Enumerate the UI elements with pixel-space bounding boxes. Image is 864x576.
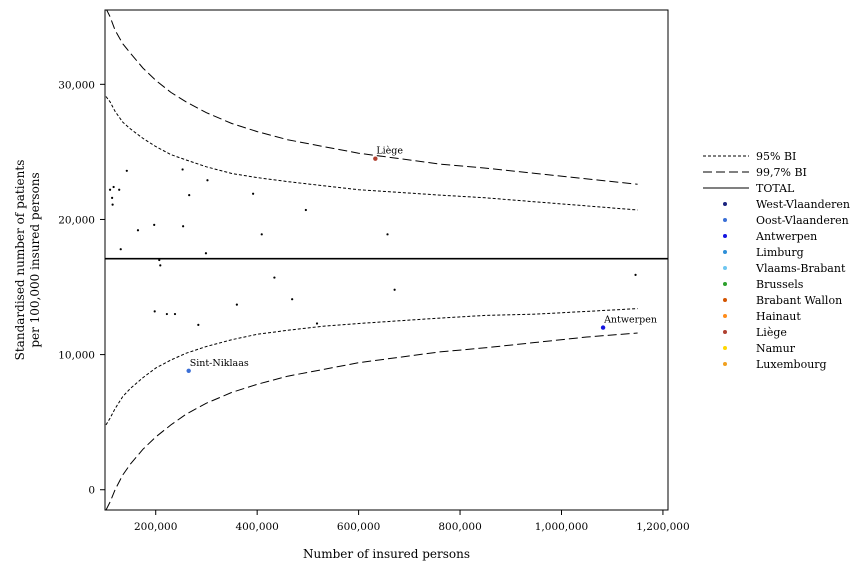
legend-marker-swatch xyxy=(723,330,727,334)
legend-marker-swatch xyxy=(723,346,727,350)
data-point xyxy=(204,252,208,255)
data-point xyxy=(136,229,140,232)
legend-marker-swatch xyxy=(723,282,727,286)
data-point xyxy=(315,322,319,325)
data-point xyxy=(393,288,396,291)
highlighted-point xyxy=(186,368,191,374)
legend-marker-swatch xyxy=(723,234,727,238)
data-point xyxy=(165,312,168,316)
data-point xyxy=(206,179,209,182)
data-point xyxy=(235,303,238,306)
legend-marker-swatch xyxy=(723,202,727,206)
point-label: Antwerpen xyxy=(603,315,657,326)
legend-marker-label: Liège xyxy=(756,326,787,339)
point-label: Liège xyxy=(376,146,403,157)
data-point xyxy=(125,169,128,172)
plot-frame xyxy=(104,9,669,511)
x-tick-label: 1,000,000 xyxy=(535,521,588,533)
legend-line-label: 95% BI xyxy=(756,150,796,163)
legend-marker-swatch xyxy=(723,362,727,366)
data-point xyxy=(273,276,276,279)
upper-997-limit-line xyxy=(106,10,638,185)
x-tick-label: 600,000 xyxy=(337,521,380,533)
data-point xyxy=(153,310,156,313)
data-point xyxy=(108,188,112,191)
legend-marker-swatch xyxy=(723,314,727,318)
legend-marker-label: Oost-Vlaanderen xyxy=(756,214,849,227)
lower-95-limit-line xyxy=(105,308,638,426)
legend-marker-swatch xyxy=(723,298,727,302)
data-point xyxy=(111,203,114,206)
legend-line-label: TOTAL xyxy=(756,182,795,195)
x-tick-label: 400,000 xyxy=(235,521,278,533)
y-axis-title-line: Standardised number of patients xyxy=(13,160,27,361)
x-tick-label: 800,000 xyxy=(438,521,481,533)
data-point xyxy=(634,273,637,276)
legend-line-label: 99,7% BI xyxy=(756,166,807,179)
legend-marker-label: Luxembourg xyxy=(756,358,827,371)
y-tick-label: 0 xyxy=(88,485,95,497)
legend-marker-label: Namur xyxy=(756,342,796,355)
data-point xyxy=(158,258,161,262)
data-point xyxy=(112,185,115,189)
data-point xyxy=(181,168,184,171)
legend-marker-label: Hainaut xyxy=(756,310,801,323)
point-label: Sint-Niklaas xyxy=(190,358,249,369)
lower-997-limit-line xyxy=(105,332,638,510)
y-axis-title: Standardised number of patientsper 100,0… xyxy=(13,160,42,361)
data-point xyxy=(119,248,122,251)
data-point xyxy=(252,192,255,195)
data-point xyxy=(197,323,200,326)
x-axis-title: Number of insured persons xyxy=(303,547,470,561)
upper-95-limit-line xyxy=(105,96,638,211)
highlighted-point xyxy=(373,156,378,161)
data-point xyxy=(111,196,114,199)
data-point xyxy=(304,208,307,212)
data-point xyxy=(118,188,121,191)
legend-marker-label: West-Vlaanderen xyxy=(756,198,850,211)
y-tick-label: 30,000 xyxy=(58,79,95,91)
legend-marker-label: Brussels xyxy=(756,278,804,291)
highlighted-point xyxy=(600,325,606,330)
data-point xyxy=(153,223,156,226)
data-point xyxy=(159,264,162,267)
x-tick-label: 1,200,000 xyxy=(636,521,689,533)
legend-marker-swatch xyxy=(723,218,727,222)
data-point xyxy=(386,233,389,236)
data-point xyxy=(188,194,191,197)
data-point xyxy=(173,312,177,316)
data-point xyxy=(291,298,294,301)
legend-marker-swatch xyxy=(723,266,727,270)
legend-marker-label: Antwerpen xyxy=(755,230,817,243)
data-point xyxy=(182,225,185,228)
data-point xyxy=(260,233,263,236)
y-tick-label: 10,000 xyxy=(58,350,95,362)
y-tick-label: 20,000 xyxy=(58,214,95,226)
legend-marker-label: Vlaams-Brabant xyxy=(755,262,846,275)
y-axis-title-line: per 100,000 insured persons xyxy=(28,172,42,347)
legend-marker-label: Limburg xyxy=(756,246,804,259)
legend-marker-label: Brabant Wallon xyxy=(756,294,842,307)
x-tick-label: 200,000 xyxy=(134,521,177,533)
legend-marker-swatch xyxy=(723,250,727,254)
